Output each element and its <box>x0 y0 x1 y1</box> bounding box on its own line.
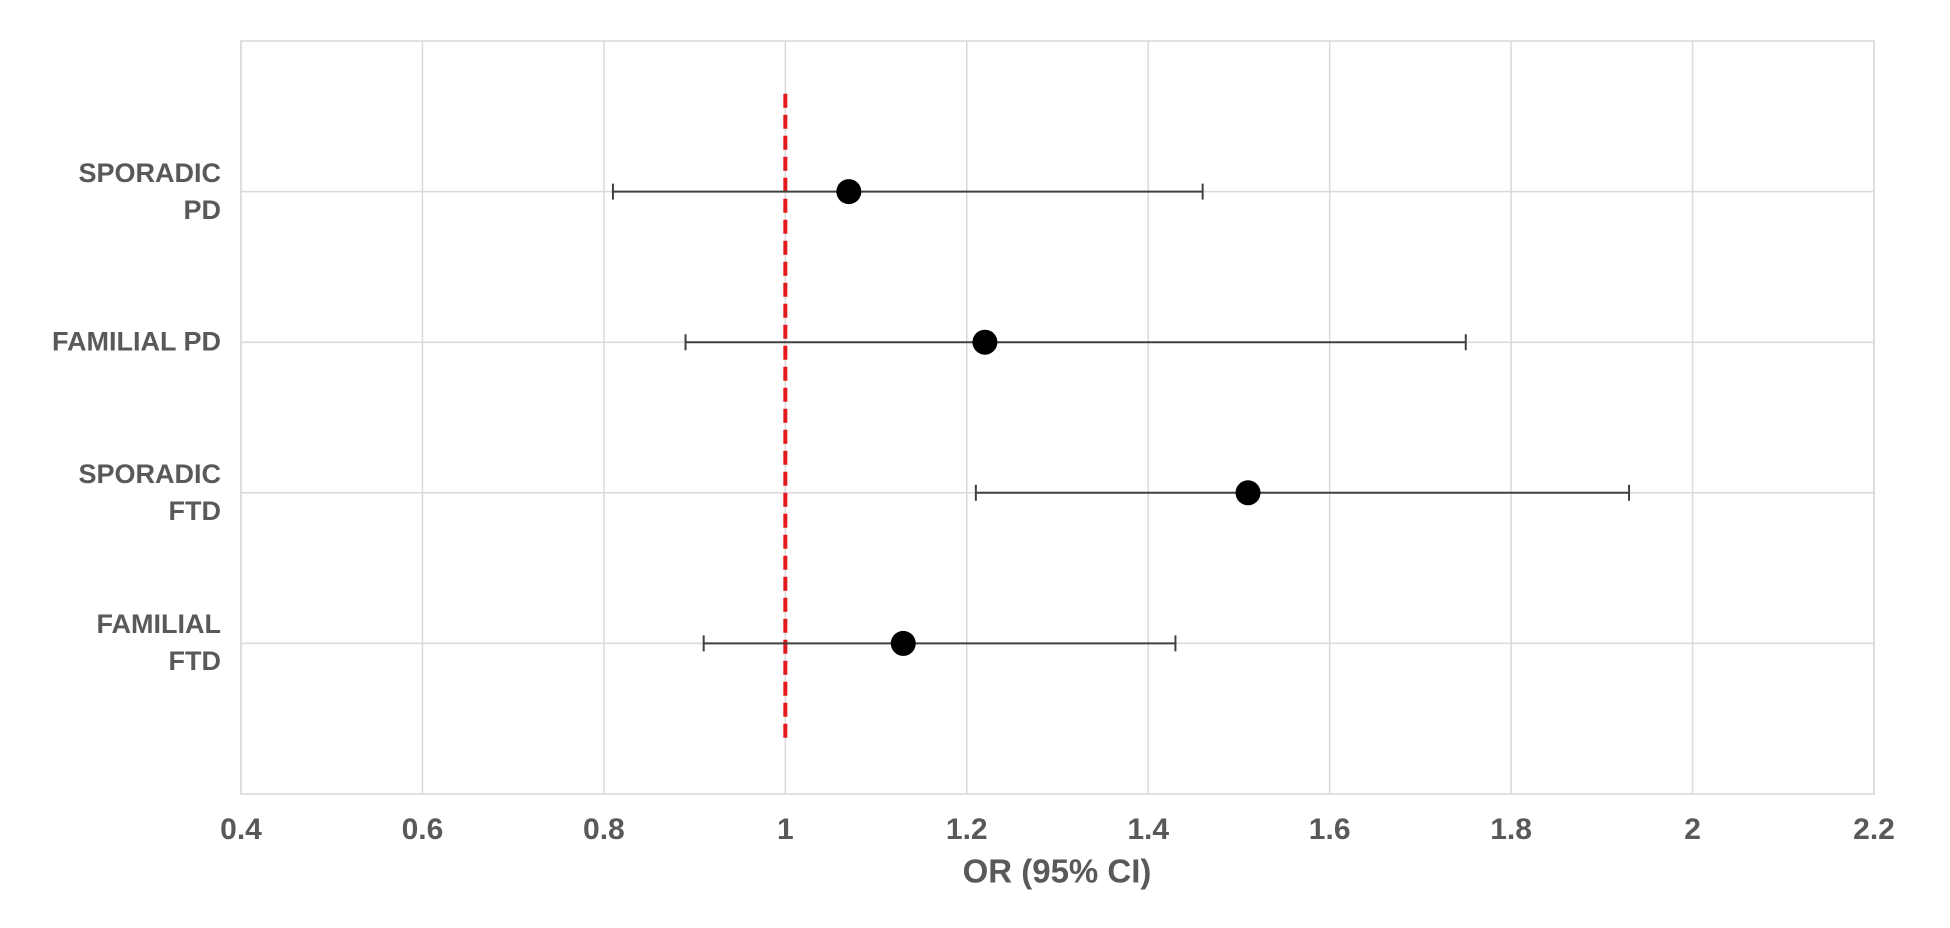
x-tick-label: 1.2 <box>946 813 988 846</box>
point <box>972 329 998 355</box>
x-tick-label: 1 <box>777 813 794 846</box>
category-label: FAMILIAL PD <box>51 326 221 357</box>
x-tick-label: 2 <box>1684 813 1701 846</box>
x-axis-label: OR (95% CI) <box>963 853 1152 890</box>
point <box>1235 480 1261 506</box>
plot-area <box>240 40 1875 795</box>
category-label: SPORADIC PD <box>78 157 221 225</box>
x-tick-label: 0.4 <box>220 813 262 846</box>
x-tick-label: 0.8 <box>583 813 625 846</box>
x-tick-label: 2.2 <box>1853 813 1895 846</box>
point <box>836 179 862 205</box>
category-label: FAMILIAL FTD <box>96 609 221 677</box>
x-tick-label: 1.8 <box>1490 813 1532 846</box>
x-tick-label: 0.6 <box>402 813 444 846</box>
x-tick-label: 1.6 <box>1309 813 1351 846</box>
point <box>890 630 916 656</box>
category-label: SPORADIC FTD <box>78 458 221 526</box>
x-tick-label: 1.4 <box>1127 813 1169 846</box>
